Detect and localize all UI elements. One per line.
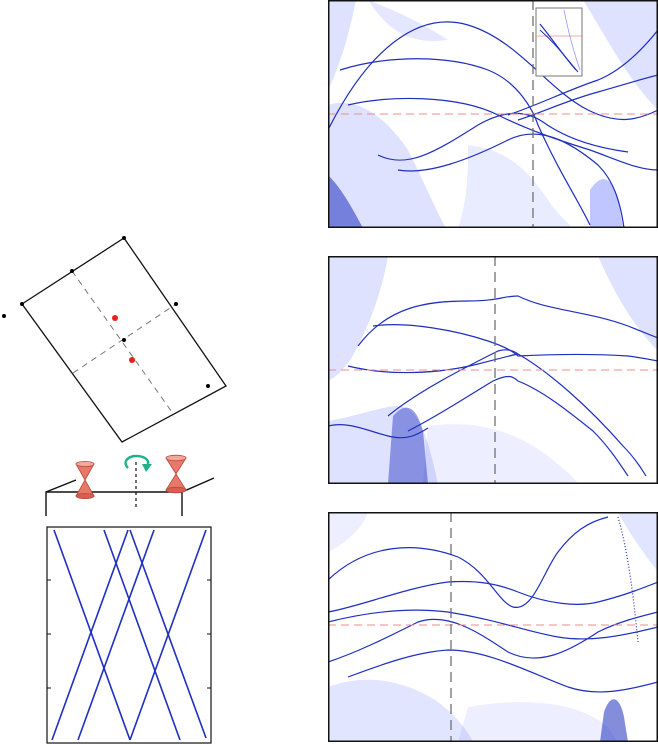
lattice-point <box>206 384 210 388</box>
lattice-point <box>122 236 126 240</box>
band-line <box>328 609 658 640</box>
bz-red-points <box>112 315 135 363</box>
panel-frame <box>328 512 658 742</box>
band-line <box>328 580 658 613</box>
panel-frame <box>328 256 658 484</box>
weyl-point <box>129 357 135 363</box>
bz-black-points <box>2 236 210 388</box>
band-line <box>617 516 639 643</box>
lattice-point <box>2 314 6 318</box>
hourglass-cone-icon <box>165 454 187 494</box>
continuum <box>328 256 658 484</box>
band-line <box>357 295 658 347</box>
band-line <box>77 529 155 741</box>
band-line <box>347 649 658 693</box>
brillouin-zone-diagram <box>2 236 227 443</box>
lattice-point <box>20 302 24 306</box>
spectral-panel-bottom <box>328 512 658 742</box>
bz-outline <box>21 237 227 443</box>
band-line <box>328 611 658 663</box>
slab-surface <box>45 477 215 516</box>
band-line <box>328 21 658 131</box>
bz-dashed-guides <box>71 270 177 416</box>
dispersion-lines <box>51 529 207 741</box>
panel-frame <box>328 0 658 228</box>
band-line <box>103 529 181 741</box>
lattice-point <box>122 338 126 342</box>
band-line <box>339 58 591 226</box>
band-curves <box>328 516 658 693</box>
continuum <box>328 512 658 742</box>
weyl-point <box>112 315 118 321</box>
band-line <box>407 375 629 477</box>
curved-rotation-arrow-icon <box>124 454 152 472</box>
band-line <box>377 112 629 161</box>
band-line <box>372 324 658 362</box>
lattice-point <box>174 302 178 306</box>
spectral-panel-middle <box>328 256 658 484</box>
hourglass-cone-icon <box>75 460 95 500</box>
band-line <box>328 516 609 608</box>
band-curves <box>328 295 658 477</box>
ticks <box>47 579 211 689</box>
band-line <box>397 133 625 228</box>
dirac-cone-schematic <box>45 454 215 516</box>
band-line <box>129 529 207 741</box>
inset <box>535 7 583 77</box>
continuum <box>328 0 658 228</box>
band-line <box>347 97 658 171</box>
band-line <box>53 529 131 741</box>
plot-frame <box>46 526 212 744</box>
band-line <box>328 424 429 439</box>
lattice-point <box>70 269 74 273</box>
linear-dispersion-plot <box>46 526 212 744</box>
band-curves <box>328 21 658 228</box>
spectral-panel-top <box>328 0 658 228</box>
band-line <box>387 349 519 417</box>
band-line <box>517 74 658 121</box>
band-line <box>51 529 129 741</box>
